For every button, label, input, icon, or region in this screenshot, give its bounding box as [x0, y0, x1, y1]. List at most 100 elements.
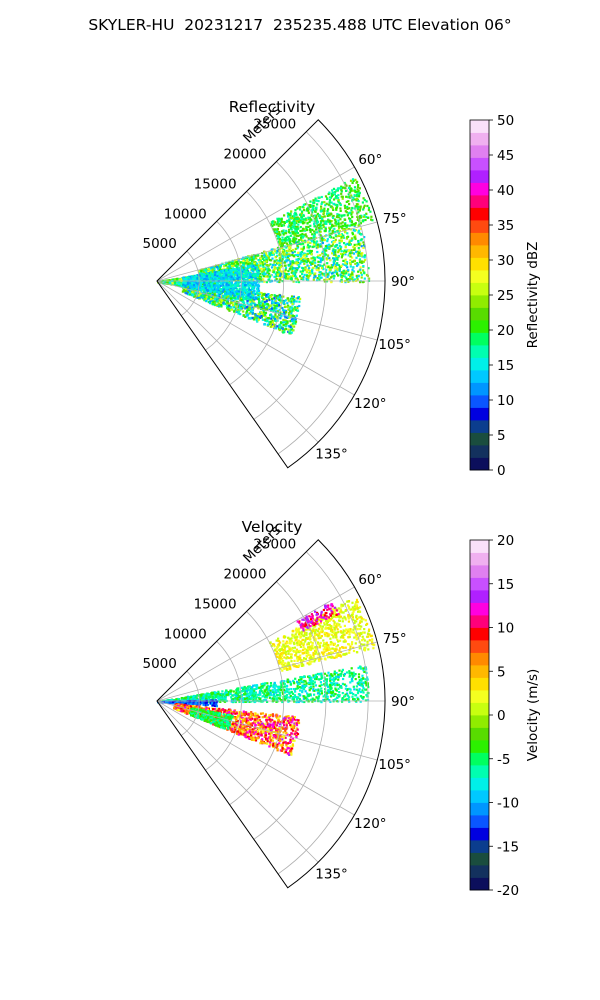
echo-gate	[346, 266, 349, 269]
echo-gate	[314, 210, 317, 213]
echo-gate	[173, 280, 177, 283]
echo-gate	[218, 291, 221, 294]
echo-gate	[353, 207, 356, 210]
echo-gate	[351, 276, 354, 279]
echo-gate	[278, 223, 281, 226]
echo-gate	[318, 278, 321, 281]
echo-gate	[313, 243, 316, 246]
echo-gate	[302, 270, 305, 273]
echo-gate	[294, 247, 297, 250]
echo-gate	[351, 233, 354, 236]
echo-gate	[275, 223, 278, 226]
echo-gate	[296, 267, 299, 270]
echo-gate	[299, 243, 302, 246]
echo-gate	[232, 306, 235, 309]
echo-gate	[296, 253, 299, 256]
echo-gate	[242, 293, 245, 296]
echo-gate	[235, 297, 238, 300]
echo-gate	[337, 251, 340, 254]
echo-gate	[250, 277, 253, 280]
echo-gate	[292, 297, 295, 301]
echo-gate	[351, 206, 354, 210]
echo-gate	[330, 193, 333, 196]
echo-gate	[267, 293, 270, 296]
echo-gate	[340, 239, 343, 242]
echo-gate	[220, 304, 223, 307]
echo-gate	[283, 261, 286, 264]
echo-gate	[323, 250, 326, 253]
echo-gate	[349, 187, 353, 190]
echo-gate	[325, 265, 328, 268]
echo-gate	[340, 250, 343, 253]
echo-gate	[256, 268, 259, 271]
echo-gate	[283, 309, 286, 312]
echo-gate	[236, 296, 240, 299]
echo-gate	[203, 299, 206, 302]
echo-gate	[266, 295, 270, 298]
echo-gate	[277, 297, 280, 300]
echo-gate	[269, 325, 272, 328]
echo-gate	[365, 215, 368, 218]
echo-gate	[202, 295, 205, 298]
echo-gate	[278, 280, 281, 284]
echo-gate	[235, 267, 238, 270]
echo-gate	[210, 298, 213, 301]
echo-gate	[226, 301, 229, 304]
echo-gate	[357, 242, 360, 246]
echo-gate	[213, 285, 216, 288]
echo-gate	[261, 306, 264, 309]
echo-gate	[346, 232, 349, 235]
echo-gate	[270, 309, 273, 312]
echo-gate	[267, 304, 270, 307]
echo-gate	[336, 272, 339, 276]
echo-gate	[357, 252, 361, 255]
echo-gate	[271, 319, 274, 322]
echo-gate	[297, 234, 300, 237]
echo-gate	[288, 213, 291, 217]
echo-gate	[340, 245, 343, 249]
echo-gate	[330, 201, 333, 204]
echo-gate	[294, 212, 298, 215]
echo-gate	[354, 234, 357, 237]
echo-gate	[334, 240, 337, 243]
echo-gate	[287, 308, 290, 311]
echo-gate	[315, 206, 318, 209]
echo-gate	[347, 280, 350, 283]
echo-gate	[362, 220, 365, 223]
echo-gate	[268, 321, 271, 324]
echo-gate	[229, 295, 233, 298]
echo-gate	[326, 214, 329, 217]
echo-gate	[228, 264, 231, 267]
echo-gate	[283, 311, 286, 314]
echo-gate	[249, 296, 252, 299]
echo-gate	[351, 252, 354, 255]
echo-gate	[237, 312, 240, 315]
echo-gate	[328, 268, 331, 271]
echo-gate	[279, 297, 282, 300]
echo-gate	[269, 304, 272, 307]
echo-gate	[335, 223, 338, 226]
echo-gate	[213, 288, 216, 291]
echo-gate	[248, 294, 251, 297]
echo-gate	[289, 262, 292, 265]
echo-gate	[245, 293, 248, 296]
echo-gate	[297, 223, 300, 226]
echo-gate	[253, 256, 256, 259]
echo-gate	[288, 242, 292, 245]
echo-gate	[258, 295, 261, 298]
echo-gate	[257, 293, 260, 296]
echo-gate	[303, 228, 306, 231]
echo-gate	[288, 330, 291, 333]
echo-gate	[293, 307, 296, 310]
echo-gate	[367, 267, 370, 270]
echo-gate	[351, 271, 354, 274]
echo-gate	[291, 302, 294, 306]
echo-gate	[197, 274, 200, 277]
echo-gate	[257, 285, 261, 288]
echo-gate	[236, 294, 239, 297]
echo-gate	[345, 276, 348, 279]
echo-gate	[185, 284, 188, 287]
echo-gate	[219, 264, 222, 268]
echo-gate	[260, 314, 263, 318]
echo-gate	[334, 267, 337, 270]
